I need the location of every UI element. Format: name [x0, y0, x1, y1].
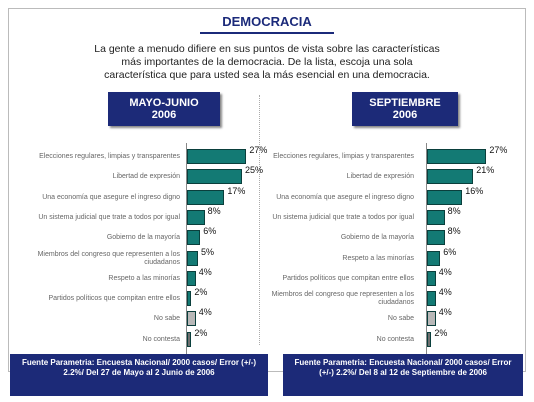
category-label: Una economía que asegure el ingreso dign…: [42, 193, 180, 201]
source-note: Fuente Parametria: Encuesta Nacional/ 20…: [283, 354, 523, 396]
bar: [427, 230, 445, 246]
bar: [187, 149, 247, 164]
value-label: 6%: [203, 226, 217, 237]
category-label: Respeto a las minorías: [342, 254, 414, 262]
category-label: Gobierno de la mayoría: [106, 234, 180, 242]
bar: [427, 291, 436, 307]
value-label: 4%: [198, 307, 212, 318]
bar: [187, 169, 242, 185]
bar: [427, 149, 487, 164]
value-label: 21%: [476, 165, 495, 176]
title: DEMOCRACIA: [222, 14, 312, 29]
category-label: Miembros del congreso que representen a …: [37, 250, 180, 266]
bar: [427, 169, 474, 185]
bar: [187, 270, 196, 286]
category-label: Partidos políticos que compitan entre el…: [48, 295, 180, 303]
value-label: 8%: [207, 205, 221, 216]
category-label: Un sistema judicial que trate a todos po…: [38, 213, 180, 221]
category-label: Respeto a las minorías: [108, 274, 180, 282]
bar: [427, 311, 436, 327]
value-label: 8%: [447, 205, 461, 216]
bar: [187, 209, 205, 225]
axis-line: [426, 143, 427, 354]
bar: [187, 291, 192, 307]
bar: [427, 250, 441, 266]
bar: [187, 250, 198, 266]
axis-line: [186, 143, 187, 354]
divider: [259, 95, 260, 345]
bar: [187, 189, 225, 205]
value-label: 2%: [194, 327, 208, 338]
category-label: Elecciones regulares, limpias y transpar…: [39, 153, 180, 160]
bar: [427, 270, 436, 286]
title-underline: [200, 32, 334, 34]
value-label: 4%: [438, 287, 452, 298]
bar: [187, 311, 196, 327]
bar: [187, 230, 201, 246]
category-label: Partidos políticos que compitan entre el…: [282, 274, 414, 282]
source-note: Fuente Parametria: Encuesta Nacional/ 20…: [10, 354, 268, 396]
category-label: Elecciones regulares, limpias y transpar…: [273, 153, 414, 160]
value-label: 16%: [465, 185, 484, 196]
value-label: 8%: [447, 226, 461, 237]
bar: [427, 189, 463, 205]
category-label: No sabe: [153, 315, 180, 323]
bar: [427, 209, 445, 225]
value-label: 27%: [249, 145, 268, 155]
value-label: 17%: [227, 185, 246, 196]
category-label: No sabe: [387, 315, 414, 323]
value-label: 2%: [434, 327, 448, 338]
value-label: 2%: [194, 287, 208, 298]
bar: [187, 331, 192, 347]
value-label: 4%: [438, 307, 452, 318]
category-label: Un sistema judicial que trate a todos po…: [272, 213, 414, 221]
panel-header: SEPTIEMBRE 2006: [352, 92, 458, 126]
bar: [427, 331, 432, 347]
category-label: Libertad de expresión: [346, 173, 414, 181]
category-label: Miembros del congreso que representen a …: [271, 291, 414, 307]
panel-header: MAYO-JUNIO 2006: [108, 92, 220, 126]
category-label: No contesta: [376, 335, 414, 343]
value-label: 25%: [245, 165, 264, 176]
value-label: 4%: [438, 266, 452, 277]
category-label: Libertad de expresión: [112, 173, 180, 181]
intro-text: La gente a menudo difiere en sus puntos …: [94, 43, 440, 81]
value-label: 4%: [198, 266, 212, 277]
value-label: 27%: [489, 145, 508, 155]
category-label: No contesta: [142, 335, 180, 343]
value-label: 5%: [201, 246, 215, 257]
category-label: Gobierno de la mayoría: [340, 234, 414, 242]
category-label: Una economía que asegure el ingreso dign…: [276, 193, 414, 201]
value-label: 6%: [443, 246, 457, 257]
